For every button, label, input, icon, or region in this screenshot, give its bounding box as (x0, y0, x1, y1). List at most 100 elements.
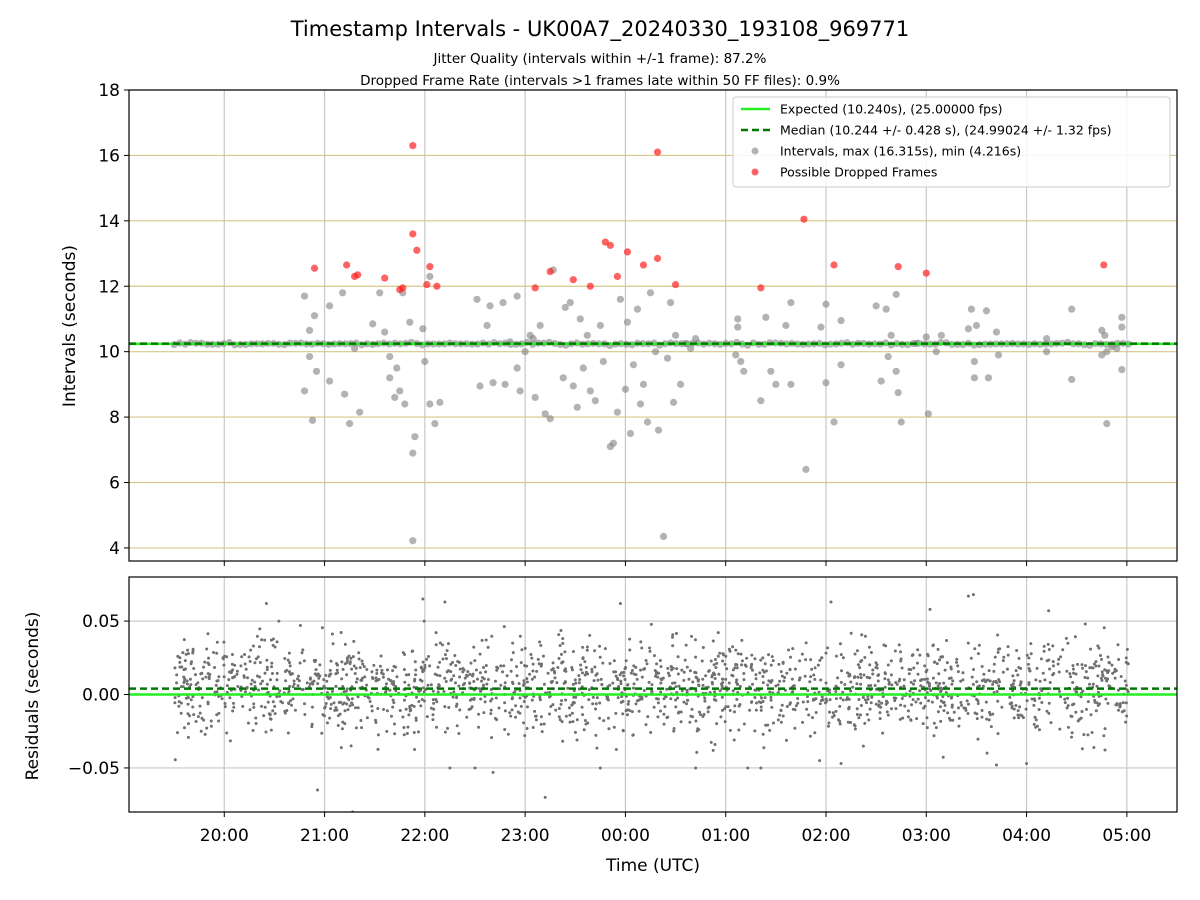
residual-point (179, 701, 183, 705)
residual-point (289, 699, 293, 703)
residual-point (708, 690, 712, 694)
residual-point (746, 766, 750, 770)
residual-point (202, 665, 206, 669)
residual-point (345, 656, 349, 660)
residual-point (1008, 702, 1012, 706)
residual-point (376, 707, 380, 711)
residual-point (1124, 720, 1128, 724)
dropped-frame-point (894, 263, 902, 271)
residual-point (322, 714, 326, 718)
residual-point (659, 677, 663, 681)
residual-point (518, 634, 522, 638)
residual-point (426, 655, 430, 659)
residual-point (392, 701, 396, 705)
residual-point (720, 708, 724, 712)
residuals-y-tick-label: 0.00 (82, 686, 120, 706)
residual-point (932, 660, 936, 664)
residual-point (423, 663, 427, 667)
residual-point (285, 668, 289, 672)
residual-point (182, 726, 186, 730)
residual-point (179, 685, 183, 689)
residual-point (253, 680, 257, 684)
residual-point (571, 650, 575, 654)
residual-point (853, 727, 857, 731)
interval-point (308, 416, 317, 424)
residual-point (425, 657, 429, 661)
residual-point (288, 661, 292, 665)
residual-point (435, 725, 439, 729)
residual-point (769, 663, 773, 667)
interval-point (613, 408, 621, 416)
residual-point (432, 701, 436, 705)
residual-point (479, 697, 483, 701)
residual-point (864, 698, 868, 702)
residual-point (652, 705, 656, 709)
residual-point (714, 698, 718, 702)
residual-point (831, 711, 835, 715)
residuals-y-ticks: 0.050.00−0.05 (68, 612, 129, 779)
residual-point (1016, 709, 1020, 713)
residual-point (265, 658, 269, 662)
residual-point (627, 699, 631, 703)
residual-point (761, 732, 765, 736)
residual-point (781, 714, 785, 718)
residual-point (1074, 710, 1078, 714)
residual-point (269, 678, 273, 682)
residual-point (438, 641, 442, 645)
residual-point (354, 726, 358, 730)
interval-point (922, 333, 930, 341)
residual-point (194, 683, 198, 687)
residual-point (297, 679, 301, 683)
residual-point (754, 677, 758, 681)
residual-point (556, 666, 560, 670)
residual-point (421, 597, 425, 601)
residual-point (694, 671, 698, 675)
residual-point (861, 744, 865, 748)
residual-point (508, 711, 512, 715)
residual-point (217, 719, 221, 723)
residual-point (436, 665, 440, 669)
interval-point (486, 302, 494, 310)
residual-point (230, 653, 234, 657)
residual-point (612, 725, 616, 729)
residual-point (923, 696, 927, 700)
residual-point (518, 696, 522, 700)
residual-point (449, 662, 453, 666)
residual-point (298, 661, 302, 665)
residual-point (575, 718, 579, 722)
residual-point (339, 631, 343, 635)
dropped-frame-point (409, 142, 417, 150)
residual-point (292, 679, 296, 683)
residual-point (984, 700, 988, 704)
residual-point (557, 633, 561, 637)
residual-point (1069, 675, 1073, 679)
residual-point (225, 655, 229, 659)
residual-point (538, 698, 542, 702)
residual-point (839, 680, 843, 684)
residual-point (422, 668, 426, 672)
residual-point (919, 678, 923, 682)
residual-point (950, 705, 954, 709)
residual-point (599, 677, 603, 681)
residual-point (1074, 672, 1078, 676)
interval-point (887, 331, 895, 339)
residual-point (898, 677, 902, 681)
residual-point (1066, 641, 1070, 645)
residual-point (434, 631, 438, 635)
residual-point (911, 698, 915, 702)
residual-point (334, 706, 338, 710)
residual-point (1079, 716, 1083, 720)
residual-point (509, 658, 513, 662)
residual-point (689, 714, 693, 718)
interval-point (499, 299, 507, 307)
residual-point (877, 699, 881, 703)
residual-point (534, 718, 538, 722)
legend-box (732, 96, 1171, 188)
residual-point (203, 732, 207, 736)
residual-point (618, 601, 622, 605)
interval-point (1068, 375, 1076, 384)
interval-point (569, 382, 577, 390)
residual-point (458, 675, 462, 679)
interval-point (772, 380, 780, 388)
residual-point (1064, 636, 1068, 640)
